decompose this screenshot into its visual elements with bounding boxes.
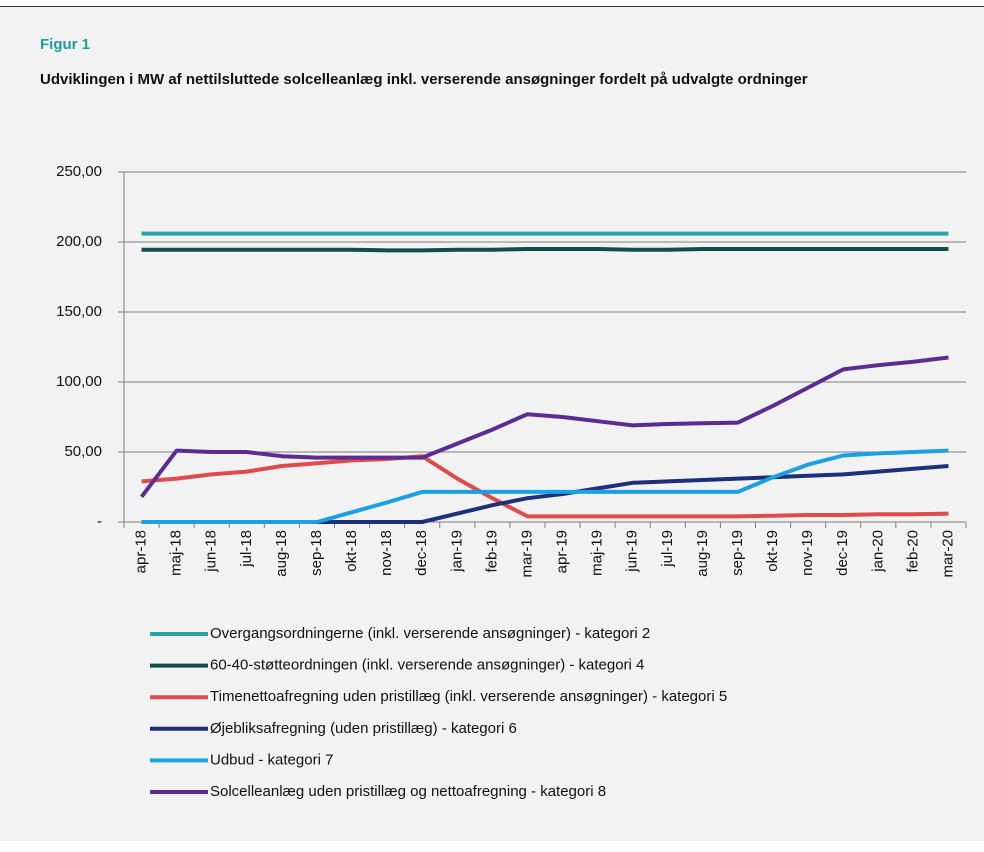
x-tick-label: jul-18 <box>238 530 255 568</box>
x-tick-label: apr-19 <box>554 530 571 573</box>
x-tick-label: nov-18 <box>378 530 395 576</box>
figure-panel <box>0 6 984 841</box>
series-line <box>141 247 949 253</box>
x-tick-label: jun-19 <box>624 530 641 573</box>
x-tick-label: jun-18 <box>203 530 220 573</box>
legend-label: 60-40-støtteordningen (inkl. verserende … <box>210 657 644 674</box>
x-tick-label: feb-19 <box>483 530 500 573</box>
y-tick-label: 50,00 <box>64 443 102 460</box>
chart-title: Udviklingen i MW af nettilsluttede solce… <box>40 71 808 88</box>
x-tick-label: maj-19 <box>589 530 606 576</box>
x-tick-label: mar-19 <box>518 530 535 578</box>
x-tick-label: mar-20 <box>939 530 956 578</box>
legend-label: Solcelleanlæg uden pristillæg og nettoaf… <box>210 783 606 800</box>
x-tick-label: feb-20 <box>904 530 921 573</box>
legend-label: Overgangsordningerne (inkl. verserende a… <box>210 625 650 642</box>
x-tick-label: sep-19 <box>729 530 746 576</box>
y-tick-label: 100,00 <box>56 373 102 390</box>
x-tick-label: aug-18 <box>273 530 290 577</box>
x-tick-label: sep-18 <box>308 530 325 576</box>
legend-label: Udbud - kategori 7 <box>210 751 333 768</box>
x-tick-label: nov-19 <box>799 530 816 576</box>
y-tick-label: 250,00 <box>56 163 102 180</box>
y-tick-label: - <box>97 513 102 530</box>
x-tick-label: jan-20 <box>869 530 886 573</box>
figure-label: Figur 1 <box>40 36 91 53</box>
y-tick-label: 150,00 <box>56 303 102 320</box>
x-tick-label: dec-18 <box>413 530 430 576</box>
x-tick-label: maj-18 <box>168 530 185 576</box>
x-tick-label: okt-19 <box>764 530 781 572</box>
x-tick-label: aug-19 <box>694 530 711 577</box>
x-tick-label: jul-19 <box>659 530 676 568</box>
y-tick-label: 200,00 <box>56 233 102 250</box>
series-line <box>141 448 949 524</box>
x-tick-label: okt-18 <box>343 530 360 572</box>
series-line <box>141 454 949 519</box>
x-tick-label: apr-18 <box>133 530 150 573</box>
legend-label: Øjebliksafregning (uden pristillæg) - ka… <box>210 720 517 737</box>
legend-label: Timenettoafregning uden pristillæg (inkl… <box>210 688 727 705</box>
series-line <box>139 355 949 499</box>
x-tick-label: dec-19 <box>834 530 851 576</box>
x-tick-label: jan-19 <box>448 530 465 573</box>
